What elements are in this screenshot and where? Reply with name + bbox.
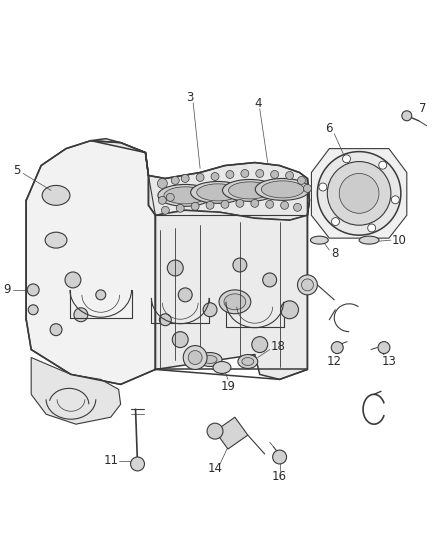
Circle shape [271,171,279,179]
Ellipse shape [219,290,251,314]
Circle shape [304,184,311,192]
Ellipse shape [45,232,67,248]
Circle shape [378,342,390,353]
Circle shape [379,161,387,169]
Circle shape [167,260,183,276]
Circle shape [96,290,106,300]
Circle shape [188,351,202,365]
Circle shape [178,288,192,302]
Ellipse shape [158,184,212,206]
Circle shape [172,332,188,348]
Polygon shape [26,139,155,384]
Circle shape [233,258,247,272]
Circle shape [221,200,229,208]
Circle shape [183,345,207,369]
Text: 5: 5 [14,164,21,177]
Circle shape [293,203,301,211]
Circle shape [241,169,249,177]
Circle shape [27,284,39,296]
Circle shape [211,173,219,181]
Circle shape [286,172,293,180]
Text: 12: 12 [327,355,342,368]
Ellipse shape [191,181,245,203]
Circle shape [402,111,412,121]
Circle shape [206,201,214,209]
Circle shape [391,196,399,204]
Polygon shape [215,417,248,449]
Circle shape [65,272,81,288]
Circle shape [196,173,204,181]
Text: 3: 3 [187,91,194,104]
Circle shape [297,275,318,295]
Circle shape [74,308,88,322]
Circle shape [343,155,350,163]
Ellipse shape [242,358,254,366]
Text: 16: 16 [272,471,287,483]
Text: 13: 13 [381,355,396,368]
Circle shape [50,324,62,336]
Ellipse shape [261,181,304,198]
Circle shape [332,217,339,225]
Circle shape [207,423,223,439]
Ellipse shape [42,185,70,205]
Ellipse shape [359,236,379,244]
Circle shape [331,342,343,353]
Polygon shape [91,141,309,220]
Circle shape [281,201,289,209]
Circle shape [263,273,277,287]
Circle shape [161,206,170,214]
Circle shape [301,279,314,291]
Ellipse shape [224,294,246,310]
Text: 7: 7 [419,102,427,115]
Text: 8: 8 [332,247,339,260]
Circle shape [236,199,244,207]
Ellipse shape [164,187,207,204]
Text: 10: 10 [392,233,406,247]
Ellipse shape [238,354,258,368]
Text: 14: 14 [208,463,223,475]
Polygon shape [311,149,407,238]
Text: 6: 6 [325,122,333,135]
Circle shape [159,314,171,326]
Circle shape [251,199,259,207]
Circle shape [273,450,286,464]
Circle shape [157,179,167,188]
Ellipse shape [223,180,277,201]
Circle shape [28,305,38,315]
Ellipse shape [311,236,328,244]
Circle shape [297,176,305,184]
Text: 19: 19 [220,380,236,393]
Circle shape [159,196,166,204]
Circle shape [368,224,376,232]
Circle shape [131,457,145,471]
Circle shape [191,203,199,211]
Polygon shape [31,358,120,424]
Text: 18: 18 [270,340,285,353]
Circle shape [252,337,268,352]
Ellipse shape [198,352,222,367]
Text: 4: 4 [254,98,261,110]
Ellipse shape [197,184,239,201]
Circle shape [266,200,274,208]
Circle shape [327,161,391,225]
Ellipse shape [203,356,217,364]
Polygon shape [155,179,309,379]
Circle shape [319,183,327,191]
Circle shape [226,171,234,179]
Text: 11: 11 [103,455,118,467]
Circle shape [339,173,379,213]
Circle shape [171,176,179,184]
Circle shape [281,301,298,319]
Circle shape [203,303,217,317]
Text: 9: 9 [4,284,11,296]
Ellipse shape [255,179,310,200]
Circle shape [181,174,189,182]
Circle shape [176,204,184,212]
Ellipse shape [229,182,271,199]
Circle shape [166,193,174,201]
Circle shape [256,169,264,177]
Circle shape [318,151,401,235]
Ellipse shape [213,361,231,374]
